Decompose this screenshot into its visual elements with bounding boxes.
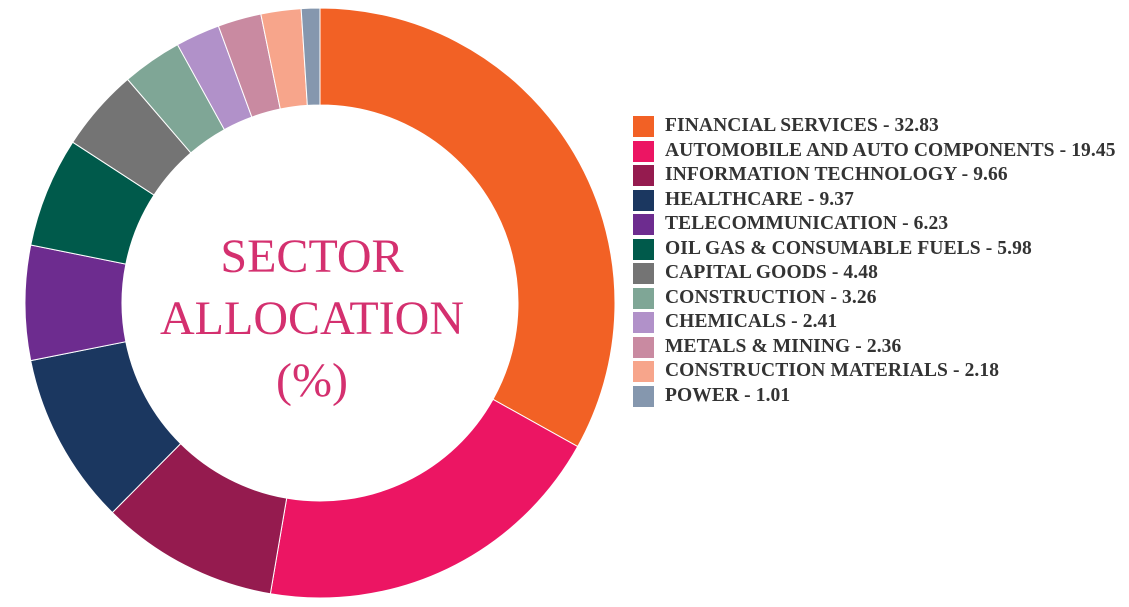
legend-separator: -: [956, 164, 974, 185]
legend-separator: -: [980, 237, 998, 259]
legend-value: 2.36: [866, 335, 902, 357]
legend-separator: -: [1054, 139, 1072, 161]
legend-item-3: INFORMATION TECHNOLOGY - 9.66: [633, 163, 1123, 188]
legend-value: 32.83: [894, 115, 939, 136]
legend-swatch: [633, 336, 654, 358]
legend-item-5: TELECOMMUNICATION - 6.23: [633, 212, 1123, 237]
legend-swatch: [633, 263, 654, 284]
legend-separator: -: [786, 311, 803, 332]
legend-item-11: CONSTRUCTION MATERIALS - 2.18: [633, 359, 1123, 384]
legend-label: FINANCIAL SERVICES: [665, 115, 878, 136]
donut-chart: [24, 7, 616, 599]
legend-separator: -: [877, 115, 895, 136]
legend-label: POWER: [665, 384, 740, 406]
legend-value: 9.66: [973, 164, 1008, 185]
legend-item-7: CAPITAL GOODS - 4.48: [633, 261, 1123, 286]
legend-swatch: [633, 140, 654, 162]
legend-separator: -: [739, 384, 756, 406]
legend-label: AUTOMOBILE AND AUTO COMPONENTS: [665, 139, 1055, 161]
legend: FINANCIAL SERVICES - 32.83 AUTOMOBILE AND…: [633, 114, 1123, 408]
legend-item-12: POWER - 1.01: [633, 384, 1123, 409]
legend-item-8: CONSTRUCTION - 3.26: [633, 286, 1123, 311]
legend-item-1: FINANCIAL SERVICES - 32.83: [633, 114, 1123, 139]
legend-swatch: [633, 385, 654, 407]
legend-item-4: HEALTHCARE - 9.37: [633, 188, 1123, 213]
legend-swatch: [633, 312, 654, 333]
legend-value: 5.98: [997, 237, 1032, 259]
legend-label: TELECOMMUNICATION: [665, 213, 898, 234]
legend-swatch: [633, 361, 654, 382]
legend-item-6: OIL GAS & CONSUMABLE FUELS - 5.98: [633, 237, 1123, 262]
legend-label: CHEMICALS: [665, 311, 787, 332]
legend-value: 2.18: [964, 360, 1000, 381]
legend-label: METALS & MINING: [665, 335, 851, 357]
legend-value: 6.23: [913, 213, 949, 234]
legend-swatch: [633, 287, 654, 309]
legend-value: 2.41: [802, 311, 838, 332]
slice-5: [24, 244, 127, 362]
legend-value: 19.45: [1071, 139, 1116, 161]
legend-value: 4.48: [843, 262, 878, 283]
legend-value: 9.37: [819, 188, 854, 210]
legend-swatch: [633, 214, 654, 235]
legend-value: 1.01: [755, 384, 791, 406]
slice-2: [269, 398, 579, 599]
center-title: SECTOR ALLOCATION (%): [122, 226, 502, 412]
legend-separator: -: [850, 335, 867, 357]
center-title-line-2: ALLOCATION: [160, 292, 464, 345]
legend-value: 3.26: [842, 286, 877, 308]
legend-label: CONSTRUCTION MATERIALS: [665, 360, 949, 381]
center-title-line-3: (%): [276, 354, 348, 407]
center-title-line-1: SECTOR: [220, 230, 404, 283]
legend-item-2: AUTOMOBILE AND AUTO COMPONENTS - 19.45: [633, 139, 1123, 164]
slice-12: [300, 7, 321, 106]
legend-swatch: [633, 116, 654, 137]
legend-swatch: [633, 189, 654, 211]
legend-label: CAPITAL GOODS: [665, 262, 827, 283]
legend-separator: -: [948, 360, 965, 381]
legend-item-10: METALS & MINING - 2.36: [633, 335, 1123, 360]
slice-1: [319, 7, 616, 448]
legend-separator: -: [826, 262, 844, 283]
legend-item-9: CHEMICALS - 2.41: [633, 310, 1123, 335]
legend-label: HEALTHCARE: [665, 188, 803, 210]
legend-label: OIL GAS & CONSUMABLE FUELS: [665, 237, 981, 259]
legend-swatch: [633, 165, 654, 186]
legend-separator: -: [802, 188, 820, 210]
legend-label: INFORMATION TECHNOLOGY: [665, 164, 957, 185]
legend-label: CONSTRUCTION: [665, 286, 826, 308]
legend-separator: -: [897, 213, 914, 234]
legend-separator: -: [825, 286, 843, 308]
legend-swatch: [633, 238, 654, 260]
